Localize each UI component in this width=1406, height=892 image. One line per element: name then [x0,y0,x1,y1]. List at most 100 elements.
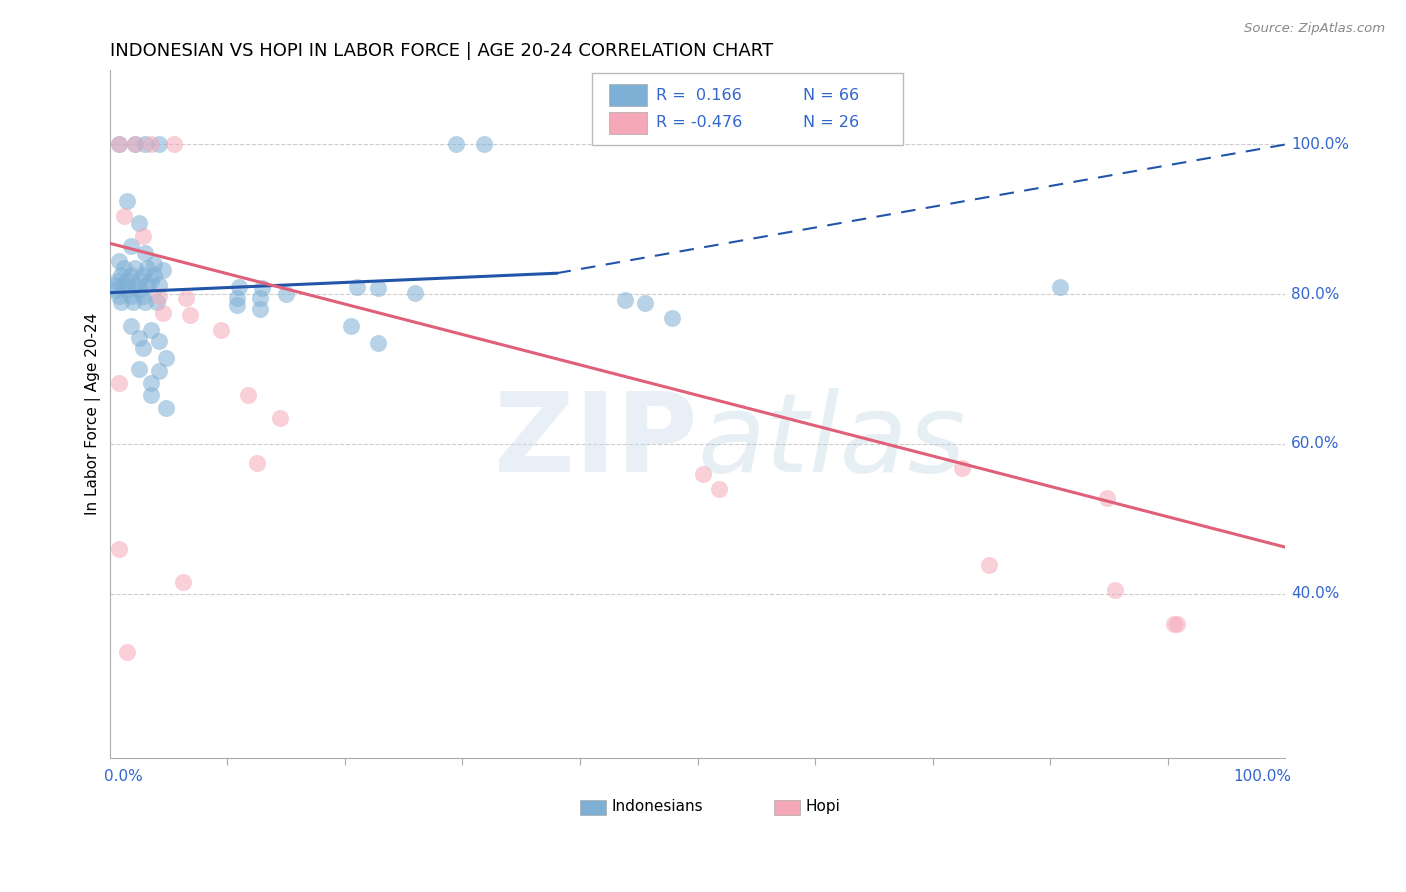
Point [148,363,170,377]
Point [346,279,368,293]
Point [134,294,156,309]
Point [131,341,153,355]
Point [104,284,127,298]
Point [339,318,361,333]
Point [1166,616,1188,631]
Point [139,323,162,337]
Point [269,410,291,425]
Point [136,260,159,275]
Point [120,238,142,252]
Point [143,257,166,271]
Point [209,323,232,337]
Point [128,330,150,344]
Text: Source: ZipAtlas.com: Source: ZipAtlas.com [1244,22,1385,36]
Text: 40.0%: 40.0% [1291,586,1340,601]
Point [633,296,655,310]
Point [120,268,142,283]
Point [117,194,139,208]
Point [692,467,714,481]
Text: 0.0%: 0.0% [104,770,142,784]
Point [148,334,170,348]
Point [163,137,186,152]
FancyBboxPatch shape [773,799,800,814]
Point [174,291,197,305]
Point [131,288,153,302]
Text: INDONESIAN VS HOPI IN LABOR FORCE | AGE 20-24 CORRELATION CHART: INDONESIAN VS HOPI IN LABOR FORCE | AGE … [110,42,773,60]
Point [120,318,142,333]
Point [172,575,194,590]
Point [108,288,131,302]
Point [139,376,162,390]
Point [110,294,132,309]
Point [134,137,156,152]
Point [404,285,426,300]
Point [108,137,131,152]
FancyBboxPatch shape [609,112,647,134]
Point [104,278,127,293]
Point [124,137,146,152]
Point [128,216,150,230]
Text: R = -0.476: R = -0.476 [657,115,742,130]
Point [1095,491,1118,505]
Point [128,274,150,288]
Text: 80.0%: 80.0% [1291,286,1340,301]
Point [148,278,170,293]
Text: N = 66: N = 66 [803,87,859,103]
Point [152,263,174,277]
Point [446,137,468,152]
Y-axis label: In Labor Force | Age 20-24: In Labor Force | Age 20-24 [86,313,101,515]
Point [707,482,730,496]
Point [108,253,131,268]
Point [122,294,145,309]
Point [225,298,247,312]
Text: 100.0%: 100.0% [1291,137,1350,152]
Point [120,288,142,302]
Point [139,137,162,152]
Point [367,335,389,350]
Text: ZIP: ZIP [494,388,697,495]
Point [124,260,146,275]
Point [155,351,177,365]
Point [1163,616,1185,631]
FancyBboxPatch shape [579,799,606,814]
Point [148,137,170,152]
Point [128,362,150,376]
Point [131,268,153,283]
Point [139,388,162,402]
Point [131,228,153,243]
Point [105,274,128,288]
Point [238,388,260,402]
Point [110,268,132,283]
Text: Indonesians: Indonesians [612,799,703,814]
Point [124,137,146,152]
Point [152,306,174,320]
Text: R =  0.166: R = 0.166 [657,87,742,103]
Point [139,274,162,288]
Text: 100.0%: 100.0% [1233,770,1291,784]
Point [249,302,271,317]
Point [367,281,389,295]
Point [117,274,139,288]
Point [472,137,495,152]
Point [155,401,177,415]
Point [128,284,150,298]
Point [228,279,250,293]
Point [134,246,156,260]
Text: 60.0%: 60.0% [1291,436,1340,451]
Point [117,284,139,298]
Point [112,278,135,293]
Point [148,288,170,302]
Point [112,260,135,275]
Point [179,308,201,322]
Point [136,278,159,293]
Point [246,456,269,470]
Point [108,541,131,556]
Point [112,209,135,223]
Point [108,137,131,152]
Point [613,293,636,308]
Point [143,268,166,283]
Point [977,558,1000,573]
Text: N = 26: N = 26 [803,115,859,130]
Point [124,278,146,293]
Point [108,376,131,390]
